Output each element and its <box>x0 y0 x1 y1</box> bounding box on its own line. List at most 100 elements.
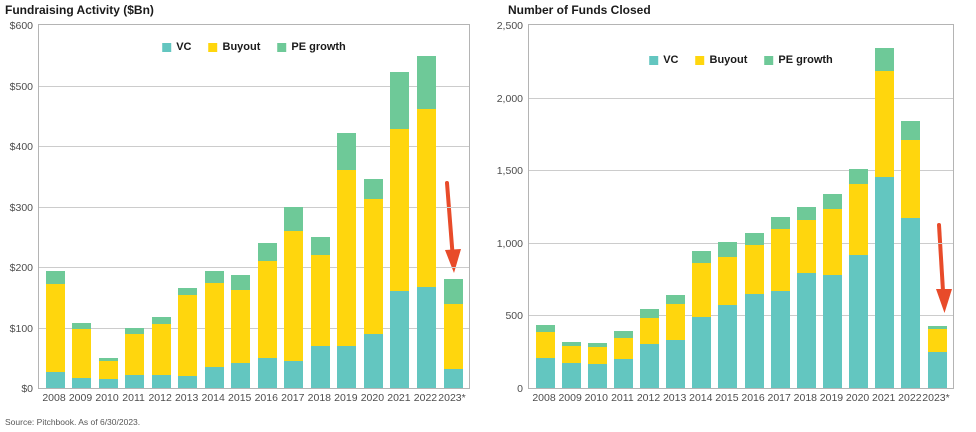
bar-segment-pe_growth-2009 <box>72 322 92 330</box>
x-axis: 2008 2009 2010 2011 2012 2013 2014 2015 2016 2017… <box>528 392 954 406</box>
bar-segment-pe_growth-2008 <box>535 324 555 333</box>
x-tick-label: 2010 <box>584 392 608 404</box>
x-tick-label: 2010 <box>95 392 119 404</box>
legend: VC Buyout PE growth <box>162 41 346 53</box>
bar-segment-vc-2008 <box>535 357 555 388</box>
x-tick-label: 2015 <box>228 392 252 404</box>
bar-segment-buyout-2013 <box>178 295 198 376</box>
bar-segment-pe_growth-2021 <box>390 72 410 130</box>
bar-segment-vc-2011 <box>613 358 633 388</box>
gridline <box>39 267 469 268</box>
gridline <box>529 315 953 317</box>
bar-segment-pe_growth-2018 <box>310 236 330 255</box>
y-tick-label: 1,000 <box>496 237 523 250</box>
bar-segment-vc-2019 <box>822 275 842 388</box>
bar-segment-vc-2008 <box>45 372 65 388</box>
y-tick-label: $200 <box>9 262 33 274</box>
bar-segment-buyout-2022 <box>416 108 436 287</box>
bar-segment-vc-2021 <box>875 177 895 388</box>
bar-segment-buyout-2012 <box>151 323 171 376</box>
bar-segment-pe_growth-2018 <box>796 206 816 221</box>
bar-segment-pe_growth-2012 <box>151 316 171 324</box>
bar-segment-vc-2011 <box>125 374 145 388</box>
legend-item: PE growth <box>764 54 833 66</box>
bar-segment-pe_growth-2011 <box>613 330 633 338</box>
bar-segment-buyout-2018 <box>310 254 330 346</box>
x-tick-label: 2011 <box>611 392 634 404</box>
gridline <box>529 170 953 172</box>
bar-segment-vc-2016 <box>257 357 277 388</box>
bar-segment-pe_growth-2020 <box>849 169 869 184</box>
bar-segment-buyout-2010 <box>587 346 607 364</box>
bar-segment-vc-2020 <box>849 255 869 388</box>
bar-segment-pe_growth-2022 <box>901 120 921 141</box>
bar-segment-buyout-2010 <box>98 361 118 379</box>
x-tick-label: 2011 <box>122 392 145 404</box>
legend-item: PE growth <box>277 41 346 53</box>
bar-segment-pe_growth-2009 <box>561 341 581 347</box>
bar-segment-buyout-2016 <box>257 260 277 358</box>
x-tick-label: 2009 <box>68 392 93 404</box>
bar-segment-buyout-2016 <box>744 245 764 295</box>
bar-segment-buyout-2019 <box>822 208 842 276</box>
y-tick-label: $100 <box>9 322 33 335</box>
y-axis: 0 500 1,000 1,500 2,000 2,500 <box>488 20 523 395</box>
y-tick-label: $300 <box>9 201 33 214</box>
gridline <box>529 242 953 244</box>
y-tick-label: $600 <box>9 20 33 32</box>
bar-segment-buyout-2020 <box>363 198 383 334</box>
bar-segment-pe_growth-2014 <box>204 271 224 284</box>
chart-title: Number of Funds Closed <box>508 3 651 17</box>
bar-segment-vc-2019 <box>337 345 357 388</box>
bar-segment-pe_growth-2011 <box>125 328 145 335</box>
bar-segment-pe_growth-2010 <box>98 358 118 362</box>
legend-item: Buyout <box>208 41 260 53</box>
bar-segment-pe_growth-2012 <box>640 309 660 318</box>
bar-segment-buyout-2011 <box>613 337 633 359</box>
x-tick-label: 2014 <box>201 392 225 404</box>
bar-segment-pe_growth-2016 <box>744 232 764 245</box>
bar-segment-pe_growth-2015 <box>718 242 738 257</box>
gridline <box>39 327 469 329</box>
bar-segment-buyout-2021 <box>390 129 410 292</box>
bar-segment-buyout-2008 <box>45 283 65 373</box>
x-tick-label: 2023* <box>438 392 466 404</box>
bar-segment-pe_growth-2019 <box>337 132 357 171</box>
bar-segment-pe_growth-2017 <box>770 217 790 230</box>
funds-closed-chart: Number of Funds Closed 0 500 1,000 1,500 2,0… <box>488 0 976 432</box>
legend-swatch-icon <box>695 55 705 65</box>
legend-label: Buyout <box>709 54 748 66</box>
bar-segment-buyout-2022 <box>901 140 921 219</box>
bar-segment-vc-2015 <box>231 362 251 388</box>
bar-segment-vc-2023* <box>443 368 463 388</box>
bar-segment-buyout-2009 <box>561 346 581 364</box>
y-tick-label: 2,000 <box>496 92 523 105</box>
x-axis: 2008 2009 2010 2011 2012 2013 2014 2015 2016 2017… <box>38 392 470 406</box>
x-tick-label: 2022 <box>898 392 922 404</box>
bar-segment-pe_growth-2021 <box>875 47 895 72</box>
bar-segment-vc-2015 <box>718 305 738 388</box>
legend-swatch-icon <box>208 42 218 52</box>
x-tick-label: 2013 <box>174 392 199 404</box>
bar-segment-vc-2017 <box>770 291 790 388</box>
bar-segment-vc-2023* <box>927 352 947 388</box>
bar-segment-vc-2018 <box>796 273 816 388</box>
legend-label: VC <box>663 54 679 66</box>
bar-segment-buyout-2021 <box>875 71 895 178</box>
plot-area: VC Buyout PE growth <box>38 24 470 389</box>
gridline <box>39 85 469 87</box>
bar-segment-buyout-2014 <box>204 283 224 367</box>
bar-segment-buyout-2009 <box>72 329 92 378</box>
x-tick-label: 2008 <box>532 392 556 404</box>
bar-segment-vc-2010 <box>587 363 607 388</box>
x-tick-label: 2014 <box>689 392 713 404</box>
bar-segment-pe_growth-2013 <box>178 288 198 296</box>
y-axis: $0 $100 $200 $300 $400 $500 $600 <box>0 20 33 395</box>
legend-item: Buyout <box>695 54 748 66</box>
y-tick-label: 0 <box>517 383 523 395</box>
bar-segment-vc-2013 <box>666 339 686 388</box>
bar-segment-vc-2012 <box>151 375 171 388</box>
y-tick-label: $400 <box>9 141 33 153</box>
bar-segment-vc-2014 <box>692 316 712 388</box>
